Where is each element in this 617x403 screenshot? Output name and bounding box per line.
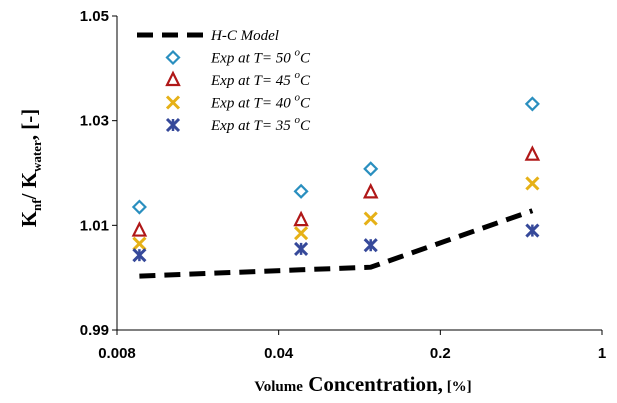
y-tick-label: 0.99: [80, 322, 109, 339]
x-tick-label: 0.008: [98, 345, 136, 362]
triangle-marker-shape: [524, 145, 541, 161]
data-point-t35: [525, 223, 540, 238]
legend-label: Exp at T= 45 oC: [210, 69, 311, 89]
triangle-marker-shape: [293, 210, 309, 227]
diamond-marker-shape: [165, 49, 181, 66]
data-point-t50: [363, 161, 379, 177]
triangle-marker-shape: [362, 182, 379, 199]
hc-model-line: [139, 208, 534, 279]
diamond-marker-shape: [363, 161, 379, 177]
diamond-marker-shape: [293, 183, 309, 199]
x-marker-stroke: [294, 226, 309, 241]
legend-label: Exp at T= 40 oC: [210, 92, 311, 112]
x-axis-title: Volume Concentration, [%]: [254, 372, 471, 396]
data-point-t35: [132, 248, 147, 263]
legend-label: H-C Model: [210, 28, 279, 44]
x-marker-stroke: [363, 211, 378, 226]
legend-marker: [165, 117, 181, 133]
data-point-t45: [524, 145, 541, 161]
y-tick-label: 1.05: [80, 8, 109, 25]
data-point-t50: [131, 199, 147, 215]
data-point-t45: [293, 210, 309, 227]
legend-item: H-C Model: [137, 28, 279, 44]
diamond-marker-shape: [524, 96, 540, 112]
triangle-marker-shape: [131, 221, 148, 237]
legend-item: Exp at T= 45 oC: [165, 69, 311, 89]
x-tick-label: 0.04: [264, 345, 294, 362]
x-marker-stroke: [525, 176, 540, 191]
data-point-t45: [131, 221, 148, 237]
legend-item: Exp at T= 40 oC: [165, 92, 311, 112]
y-tick-label: 1.01: [80, 217, 109, 234]
x-marker-stroke: [165, 95, 181, 110]
data-point-t45: [362, 182, 379, 199]
data-point-t40: [363, 211, 378, 226]
data-point-t40: [525, 176, 540, 191]
legend-label: Exp at T= 50 oC: [210, 47, 311, 67]
legend-marker: [165, 70, 181, 87]
y-axis-title: Knf/ Kwater, [-]: [17, 109, 44, 228]
x-marker-stroke: [132, 236, 147, 251]
y-tick-label: 1.03: [80, 113, 109, 130]
legend-item: Exp at T= 50 oC: [165, 47, 311, 67]
legend-label: Exp at T= 35 oC: [210, 114, 311, 134]
legend-marker: [165, 49, 181, 66]
legend-marker: [165, 95, 181, 110]
data-point-t40: [294, 226, 309, 241]
x-tick-label: 1: [598, 345, 606, 362]
plot-layer: 0.99 1.01 1.03 1.05 0.008 0.04 0.2 1: [80, 8, 606, 362]
data-point-t35: [294, 241, 309, 256]
data-point-t40: [132, 236, 147, 251]
data-point-t35: [363, 238, 378, 253]
legend-item: Exp at T= 35 oC: [165, 114, 311, 134]
triangle-marker-shape: [165, 70, 181, 87]
data-point-t50: [524, 96, 540, 112]
x-tick-label: 0.2: [430, 345, 451, 362]
diamond-marker-shape: [131, 199, 147, 215]
data-point-t50: [293, 183, 309, 199]
